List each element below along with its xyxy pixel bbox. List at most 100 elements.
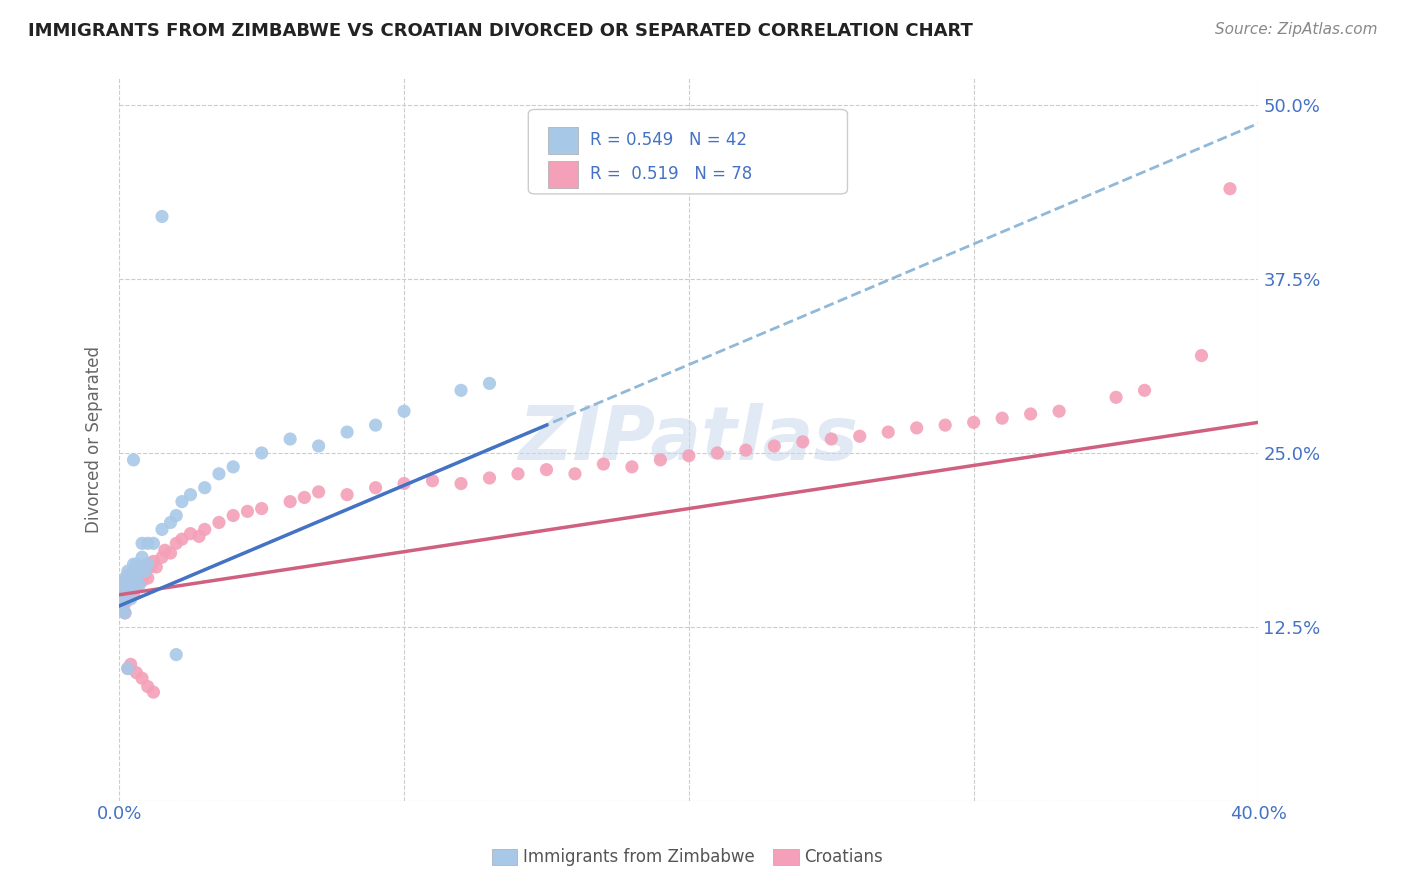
Point bbox=[1191, 349, 1213, 363]
Point bbox=[128, 578, 150, 592]
Point bbox=[208, 516, 231, 530]
Point bbox=[450, 476, 472, 491]
Point bbox=[136, 680, 159, 694]
Point bbox=[114, 596, 136, 610]
Point bbox=[236, 504, 259, 518]
Point bbox=[222, 508, 245, 523]
Point bbox=[194, 523, 217, 537]
Point bbox=[114, 585, 136, 599]
Point bbox=[678, 449, 700, 463]
Point bbox=[564, 467, 586, 481]
Point bbox=[308, 484, 330, 499]
Point bbox=[111, 599, 134, 613]
Point bbox=[877, 425, 900, 439]
Point bbox=[145, 560, 167, 574]
Point bbox=[117, 568, 139, 582]
Point bbox=[159, 516, 181, 530]
Point bbox=[905, 421, 928, 435]
Point bbox=[136, 536, 159, 550]
Point bbox=[120, 585, 142, 599]
Point bbox=[150, 210, 173, 224]
Point bbox=[134, 566, 156, 581]
Point bbox=[934, 418, 956, 433]
Point bbox=[506, 467, 529, 481]
Point bbox=[792, 434, 814, 449]
Point bbox=[422, 474, 444, 488]
Point bbox=[111, 588, 134, 602]
Point bbox=[131, 560, 153, 574]
Text: IMMIGRANTS FROM ZIMBABWE VS CROATIAN DIVORCED OR SEPARATED CORRELATION CHART: IMMIGRANTS FROM ZIMBABWE VS CROATIAN DIV… bbox=[28, 22, 973, 40]
Text: R = 0.549   N = 42: R = 0.549 N = 42 bbox=[591, 131, 747, 149]
Point bbox=[308, 439, 330, 453]
Point bbox=[136, 558, 159, 572]
Point bbox=[336, 425, 359, 439]
Point bbox=[128, 564, 150, 578]
Point bbox=[392, 404, 415, 418]
Point bbox=[150, 523, 173, 537]
Point bbox=[179, 488, 201, 502]
Point bbox=[392, 476, 415, 491]
Point bbox=[131, 574, 153, 588]
Point bbox=[170, 532, 193, 546]
Point bbox=[122, 453, 145, 467]
Point bbox=[278, 432, 301, 446]
Point bbox=[120, 657, 142, 672]
Point bbox=[1019, 407, 1042, 421]
Point bbox=[250, 501, 273, 516]
Point bbox=[364, 418, 387, 433]
Point bbox=[117, 661, 139, 675]
Point bbox=[125, 665, 148, 680]
Point bbox=[114, 585, 136, 599]
Point bbox=[450, 384, 472, 398]
Point bbox=[150, 550, 173, 565]
Point bbox=[142, 685, 165, 699]
Point bbox=[991, 411, 1014, 425]
Point bbox=[120, 571, 142, 585]
Point bbox=[336, 488, 359, 502]
Point bbox=[763, 439, 786, 453]
Point bbox=[131, 550, 153, 565]
Y-axis label: Divorced or Separated: Divorced or Separated bbox=[86, 345, 103, 533]
Text: ZIPatlas: ZIPatlas bbox=[519, 402, 859, 475]
Point bbox=[165, 536, 187, 550]
Point bbox=[136, 558, 159, 572]
Point bbox=[125, 558, 148, 572]
Point bbox=[114, 571, 136, 585]
Point bbox=[142, 554, 165, 568]
Point bbox=[114, 606, 136, 620]
Point bbox=[111, 578, 134, 592]
Point bbox=[292, 491, 315, 505]
Point bbox=[117, 578, 139, 592]
Point bbox=[848, 429, 870, 443]
Point bbox=[165, 648, 187, 662]
Point bbox=[706, 446, 728, 460]
Point bbox=[963, 415, 986, 429]
Point bbox=[122, 578, 145, 592]
Point bbox=[159, 546, 181, 560]
Point bbox=[650, 453, 672, 467]
Point bbox=[136, 571, 159, 585]
Text: Source: ZipAtlas.com: Source: ZipAtlas.com bbox=[1215, 22, 1378, 37]
Text: Croatians: Croatians bbox=[804, 847, 883, 866]
Point bbox=[117, 578, 139, 592]
Point bbox=[111, 578, 134, 592]
Text: Immigrants from Zimbabwe: Immigrants from Zimbabwe bbox=[523, 847, 755, 866]
Point bbox=[134, 564, 156, 578]
Point bbox=[364, 481, 387, 495]
Point bbox=[131, 671, 153, 685]
Point bbox=[179, 526, 201, 541]
Point bbox=[1047, 404, 1070, 418]
Point bbox=[1219, 182, 1241, 196]
Point bbox=[734, 443, 756, 458]
Point bbox=[194, 481, 217, 495]
Point bbox=[153, 543, 176, 558]
Point bbox=[117, 661, 139, 675]
Point bbox=[122, 588, 145, 602]
Point bbox=[222, 459, 245, 474]
Point bbox=[128, 564, 150, 578]
Point bbox=[592, 457, 614, 471]
Point bbox=[620, 459, 643, 474]
Point bbox=[131, 536, 153, 550]
Point bbox=[536, 462, 558, 476]
Point bbox=[125, 571, 148, 585]
